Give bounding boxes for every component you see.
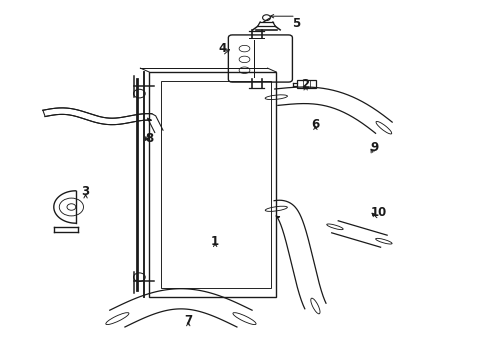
Text: 8: 8 bbox=[145, 132, 153, 145]
Text: 10: 10 bbox=[370, 206, 386, 219]
Text: 3: 3 bbox=[81, 185, 89, 198]
Text: 1: 1 bbox=[211, 235, 219, 248]
Text: 4: 4 bbox=[218, 42, 226, 55]
Bar bbox=[297, 80, 315, 88]
Text: 9: 9 bbox=[369, 141, 377, 154]
Text: 5: 5 bbox=[291, 17, 299, 30]
Text: 7: 7 bbox=[184, 314, 192, 327]
Text: 6: 6 bbox=[311, 118, 319, 131]
Text: 2: 2 bbox=[301, 78, 309, 91]
